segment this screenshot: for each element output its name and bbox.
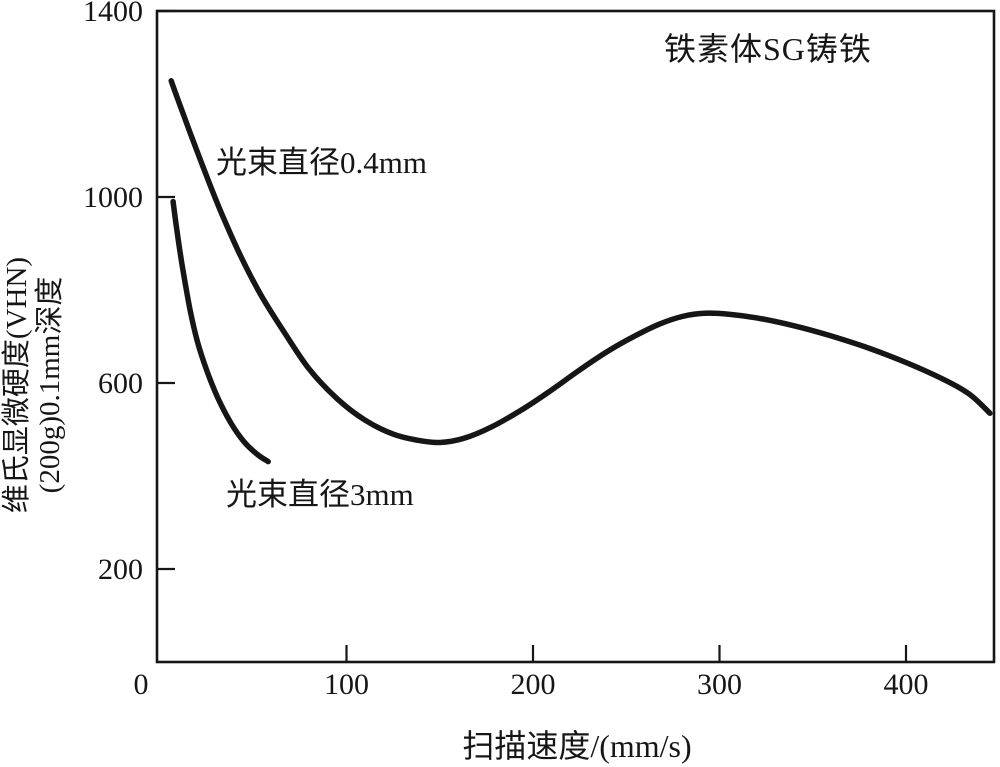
hardness-curve-0 xyxy=(168,78,993,446)
x-tick-label-200: 200 xyxy=(511,668,556,701)
x-tick-label-0: 0 xyxy=(134,668,149,701)
x-tick-label-400: 400 xyxy=(884,668,929,701)
y-axis-title-line2: (200g)0.1mm深度 xyxy=(34,276,66,494)
x-tick-label-300: 300 xyxy=(697,668,742,701)
chart-title: 铁素体SG铸铁 xyxy=(664,31,872,67)
y-tick-label-1400: 1400 xyxy=(83,0,143,28)
series-label-beam-0-4mm: 光束直径0.4mm xyxy=(216,145,427,180)
y-tick-label-600: 600 xyxy=(98,367,143,400)
series-label-beam-3mm: 光束直径3mm xyxy=(226,477,414,512)
y-axis-title: 维氏显微硬度(VHN) (200g)0.1mm深度 xyxy=(1,257,67,513)
y-tick-label-200: 200 xyxy=(98,553,143,586)
x-tick-label-100: 100 xyxy=(324,668,369,701)
plot-frame xyxy=(155,9,996,664)
hardness-curve-1 xyxy=(170,198,271,465)
x-axis-title: 扫描速度/(mm/s) xyxy=(462,728,692,764)
y-axis-title-line1: 维氏显微硬度(VHN) xyxy=(1,256,33,514)
y-tick-label-1000: 1000 xyxy=(83,181,143,214)
